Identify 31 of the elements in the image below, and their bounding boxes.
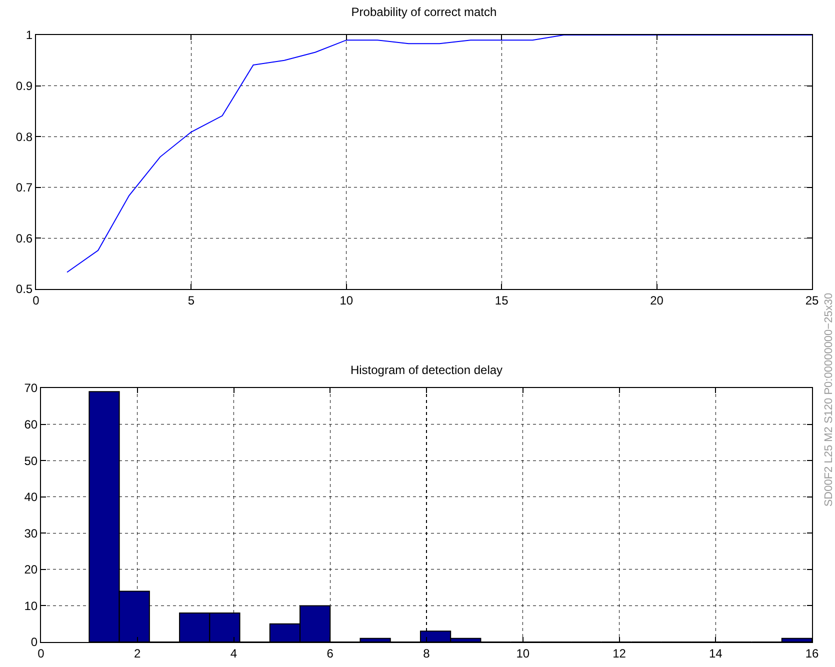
x-tick-label: 16 bbox=[805, 646, 819, 660]
y-tick-label: 0.7 bbox=[16, 180, 33, 195]
y-tick-label: 40 bbox=[24, 490, 38, 504]
x-tick-label: 14 bbox=[708, 646, 723, 660]
x-tick-label: 4 bbox=[230, 646, 238, 660]
y-tick-label: 0.6 bbox=[16, 231, 33, 246]
chart-title: Probability of correct match bbox=[351, 5, 497, 20]
y-tick-label: 0.8 bbox=[16, 130, 33, 144]
y-tick-label: 70 bbox=[24, 381, 38, 396]
y-tick-label: 0.5 bbox=[16, 282, 33, 296]
line-series bbox=[66, 35, 812, 273]
y-tick-label: 0 bbox=[30, 635, 38, 650]
x-tick-label: 12 bbox=[612, 646, 626, 660]
y-tick-label: 0.9 bbox=[16, 79, 33, 93]
x-tick-label: 15 bbox=[494, 293, 509, 308]
x-tick-label: 5 bbox=[188, 293, 195, 308]
x-tick-label: 6 bbox=[326, 646, 334, 660]
x-tick-label: 10 bbox=[516, 646, 530, 660]
chart-title: Histogram of detection delay bbox=[350, 363, 503, 378]
y-tick-label: 60 bbox=[24, 417, 38, 432]
y-tick-label: 20 bbox=[24, 562, 38, 577]
x-tick-label: 2 bbox=[134, 646, 142, 660]
y-tick-label: 50 bbox=[24, 454, 38, 468]
text: SD00F2 L25 M2 S120 P0:00000000−25x30 bbox=[822, 292, 835, 507]
x-tick-label: 25 bbox=[805, 293, 819, 308]
y-tick-label: 10 bbox=[24, 598, 38, 613]
x-tick-label: 20 bbox=[650, 293, 664, 308]
x-tick-label: 8 bbox=[423, 646, 430, 660]
y-tick-label: 1 bbox=[26, 28, 33, 42]
x-tick-label: 10 bbox=[340, 293, 354, 308]
y-tick-label: 30 bbox=[24, 526, 38, 540]
